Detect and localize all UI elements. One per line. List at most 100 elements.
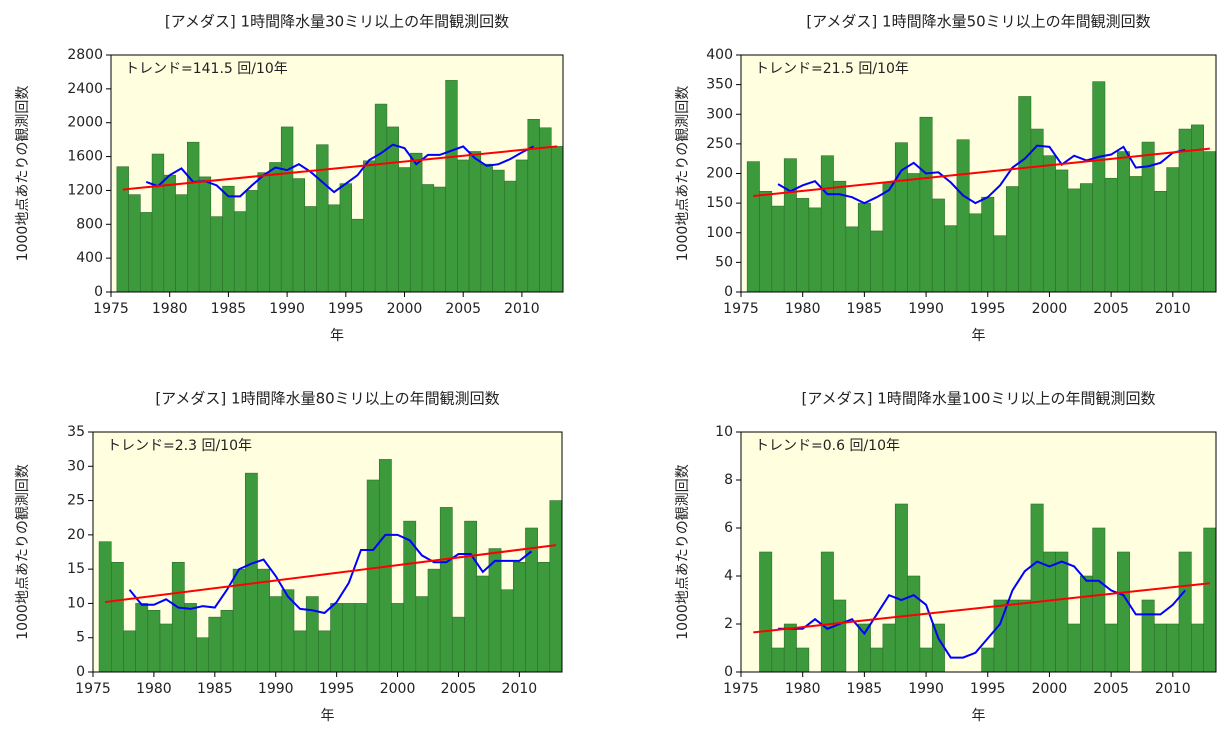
- bar: [445, 80, 458, 293]
- y-tick-label: 1600: [67, 149, 103, 165]
- plot-frame: [92, 431, 563, 673]
- y-axis-label: 1000地点あたりの観測回数: [674, 86, 691, 262]
- bar: [1116, 151, 1130, 293]
- bar: [919, 116, 933, 293]
- bar: [184, 603, 197, 673]
- bar: [1104, 623, 1118, 673]
- y-tick-label: 350: [706, 77, 733, 93]
- bar: [293, 630, 307, 673]
- bar: [280, 126, 294, 293]
- bar: [208, 616, 222, 673]
- bar: [1005, 186, 1019, 293]
- bar: [981, 647, 995, 673]
- bar: [468, 151, 482, 293]
- bar: [257, 568, 270, 673]
- y-tick-label: 6: [724, 520, 733, 536]
- x-tick-label: 1990: [269, 301, 305, 317]
- plot-frame: [110, 54, 564, 293]
- bar: [140, 212, 153, 293]
- bar: [993, 235, 1007, 293]
- bar: [1166, 167, 1180, 293]
- bar: [771, 647, 785, 673]
- bar: [1042, 155, 1056, 293]
- y-tick-label: 20: [67, 527, 85, 543]
- moving-average-line: [128, 533, 533, 615]
- y-tick-label: 400: [76, 250, 103, 266]
- bar: [870, 230, 884, 293]
- bar: [882, 182, 896, 293]
- x-tick-label: 2005: [1093, 681, 1129, 697]
- x-tick-label: 2005: [445, 301, 481, 317]
- x-tick-label: 2005: [441, 681, 477, 697]
- bar: [433, 186, 446, 293]
- bar: [1018, 599, 1032, 673]
- y-tick-label: 800: [76, 216, 103, 232]
- bar: [944, 225, 958, 293]
- y-tick-label: 2400: [67, 81, 103, 97]
- bar: [386, 126, 399, 293]
- bar: [1079, 183, 1093, 293]
- x-tick-label: 1975: [75, 681, 111, 697]
- x-tick-label: 2010: [504, 301, 540, 317]
- bar: [363, 160, 376, 293]
- y-tick-label: 8: [724, 472, 733, 488]
- bar: [907, 575, 921, 673]
- plot-area: [741, 432, 1216, 672]
- bar: [123, 630, 136, 673]
- bar: [1092, 527, 1106, 673]
- y-tick-label: 2: [724, 616, 733, 632]
- bar: [374, 103, 388, 293]
- y-tick-label: 2800: [67, 47, 103, 63]
- bar: [796, 198, 810, 293]
- bar: [783, 158, 797, 293]
- bar: [269, 596, 283, 673]
- x-tick-label: 2010: [502, 681, 538, 697]
- chart-title: [アメダス] 1時間降水量80ミリ以上の年間観測回数: [155, 390, 499, 408]
- bar: [1055, 169, 1069, 293]
- bar: [220, 609, 234, 673]
- x-tick-label: 1995: [970, 301, 1006, 317]
- y-tick-label: 1200: [67, 182, 103, 198]
- bar: [305, 596, 319, 673]
- bar: [931, 623, 945, 673]
- bar: [870, 647, 884, 673]
- x-tick-label: 2010: [1155, 681, 1191, 697]
- bar: [512, 561, 526, 673]
- y-tick-label: 10: [67, 595, 85, 611]
- x-tick-label: 2000: [380, 681, 416, 697]
- x-axis-label: 年: [972, 708, 986, 724]
- x-tick-label: 1990: [908, 681, 944, 697]
- y-tick-label: 400: [706, 47, 733, 63]
- bar: [503, 180, 517, 293]
- bar: [1203, 527, 1217, 673]
- bar: [421, 184, 435, 293]
- bar: [410, 152, 423, 293]
- bar: [222, 185, 235, 293]
- trend-line: [122, 145, 558, 191]
- bar: [452, 616, 465, 673]
- y-tick-label: 150: [706, 195, 733, 211]
- bar: [1104, 177, 1118, 293]
- y-tick-label: 200: [706, 166, 733, 182]
- x-tick-label: 2010: [1155, 301, 1191, 317]
- bar: [857, 623, 871, 673]
- y-tick-label: 35: [67, 424, 85, 440]
- bar: [1178, 128, 1192, 293]
- trend-line: [105, 544, 557, 604]
- x-axis-label: 年: [321, 708, 335, 724]
- chart-title: [アメダス] 1時間降水量30ミリ以上の年間観測回数: [165, 13, 509, 31]
- bar: [245, 190, 259, 293]
- y-tick-label: 100: [706, 225, 733, 241]
- chart-title: [アメダス] 1時間降水量100ミリ以上の年間観測回数: [802, 390, 1156, 408]
- bar: [171, 561, 185, 673]
- bar: [1129, 176, 1143, 293]
- y-tick-label: 25: [67, 493, 85, 509]
- bar: [1030, 503, 1044, 673]
- bar: [327, 204, 341, 293]
- bar: [151, 153, 165, 293]
- x-tick-label: 1980: [785, 301, 821, 317]
- bar: [1166, 623, 1180, 673]
- bar: [135, 603, 149, 673]
- bar: [316, 144, 329, 293]
